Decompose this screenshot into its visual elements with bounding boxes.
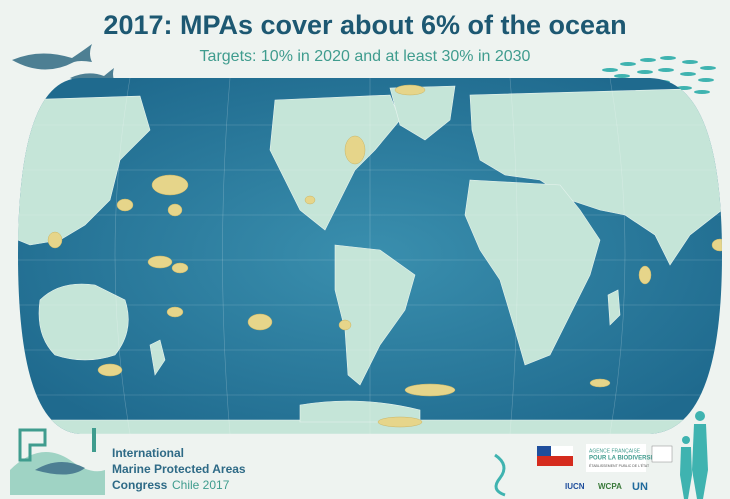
graticule: [18, 78, 722, 434]
un-logo: UN: [632, 481, 648, 493]
title: 2017: MPAs cover about 6% of the ocean: [103, 10, 626, 40]
congress-edition: Chile 2017: [172, 478, 230, 492]
afb-line-3: ÉTABLISSEMENT PUBLIC DE L'ÉTAT: [589, 463, 650, 468]
world-map: [18, 78, 722, 434]
whale-icon: [12, 44, 114, 84]
wcpa-logo: WCPA: [598, 482, 622, 491]
mpa-areas: [47, 84, 722, 428]
chile-logo: [537, 446, 573, 466]
congress-line-2: Marine Protected Areas: [112, 462, 246, 476]
wave-icon: [494, 453, 506, 497]
congress-word: Congress: [112, 478, 168, 492]
republique-logo: [651, 445, 673, 463]
congress-line-1: International: [112, 446, 184, 460]
afb-line-1: AGENCE FRANÇAISE: [589, 448, 641, 454]
subtitle: Targets: 10% in 2020 and at least 30% in…: [200, 48, 531, 65]
afb-logo: AGENCE FRANÇAISE POUR LA BIODIVERSITÉ ÉT…: [586, 444, 660, 472]
afb-line-2: POUR LA BIODIVERSITÉ: [589, 454, 660, 462]
congress-logo-icon: [10, 428, 105, 495]
fish-school-icon: [602, 56, 716, 94]
iucn-logo: IUCN: [565, 482, 585, 491]
land: [18, 85, 722, 434]
people-icon: [680, 411, 708, 499]
